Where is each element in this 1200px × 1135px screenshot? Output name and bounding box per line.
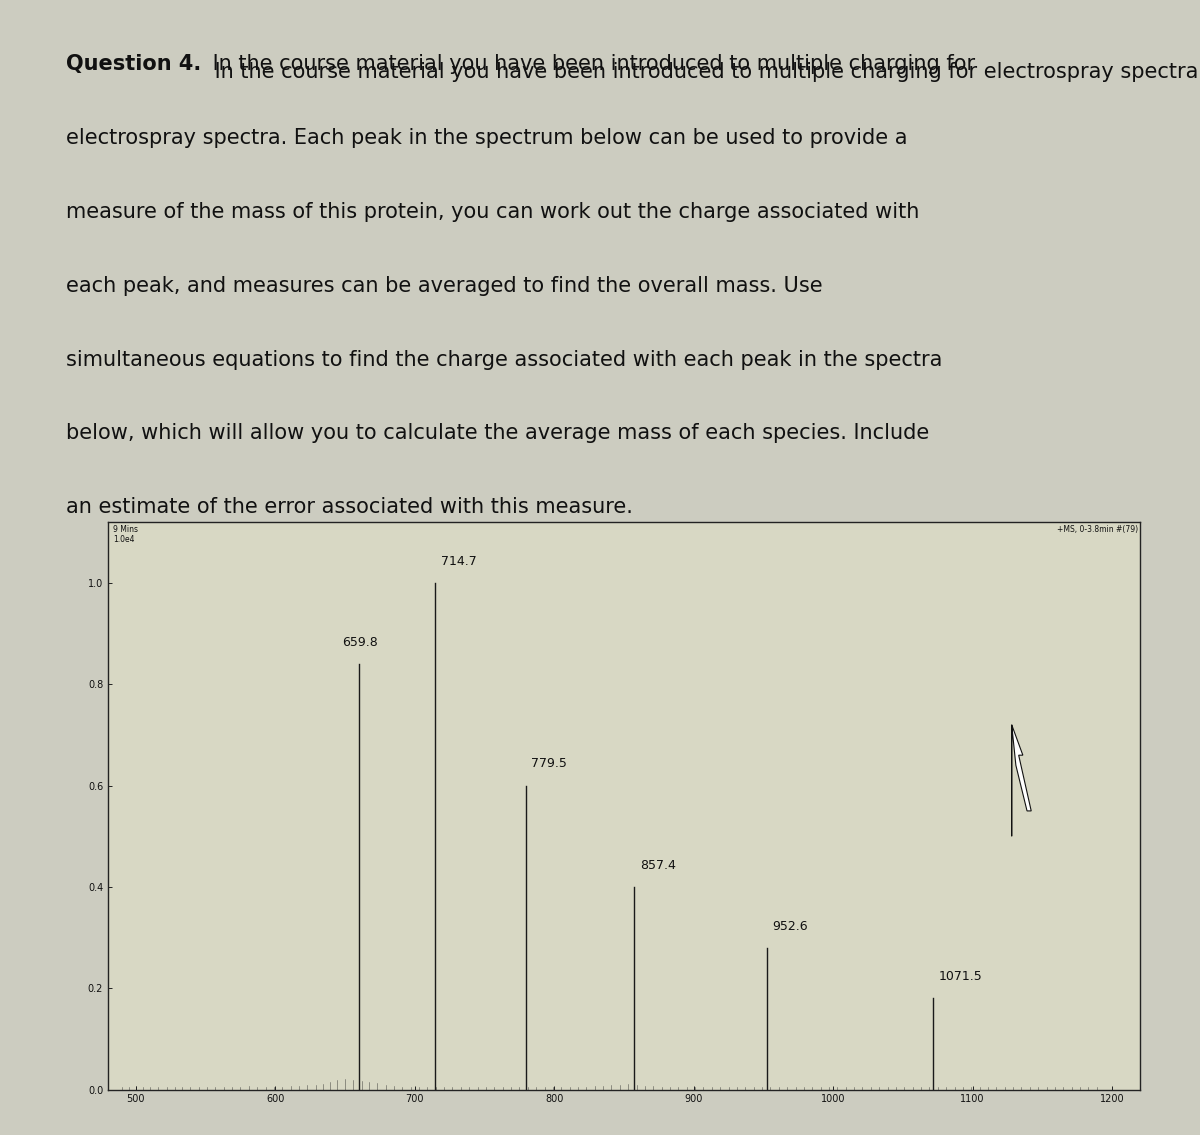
Text: simultaneous equations to find the charge associated with each peak in the spect: simultaneous equations to find the charg… xyxy=(66,350,942,370)
Text: Question 4.: Question 4. xyxy=(66,54,202,75)
Text: 9 Mins
1.0e4: 9 Mins 1.0e4 xyxy=(113,524,138,545)
Text: measure of the mass of this protein, you can work out the charge associated with: measure of the mass of this protein, you… xyxy=(66,202,919,222)
Text: 857.4: 857.4 xyxy=(640,859,676,872)
Text: 952.6: 952.6 xyxy=(773,919,809,933)
Text: 779.5: 779.5 xyxy=(532,757,568,771)
Text: 659.8: 659.8 xyxy=(342,636,378,649)
Text: electrospray spectra. Each peak in the spectrum below can be used to provide a: electrospray spectra. Each peak in the s… xyxy=(66,128,907,149)
Text: In the course material you have been introduced to multiple charging for electro: In the course material you have been int… xyxy=(208,62,1200,83)
Text: below, which will allow you to calculate the average mass of each species. Inclu: below, which will allow you to calculate… xyxy=(66,423,929,444)
Text: +MS, 0-3.8min #(79): +MS, 0-3.8min #(79) xyxy=(1057,524,1138,533)
Text: an estimate of the error associated with this measure.: an estimate of the error associated with… xyxy=(66,497,632,518)
Text: 1071.5: 1071.5 xyxy=(938,970,983,983)
Text: 714.7: 714.7 xyxy=(440,555,476,568)
Text: each peak, and measures can be averaged to find the overall mass. Use: each peak, and measures can be averaged … xyxy=(66,276,823,296)
Bar xyxy=(0,0,1200,499)
Polygon shape xyxy=(1012,725,1031,836)
Text: In the course material you have been introduced to multiple charging for: In the course material you have been int… xyxy=(206,54,976,75)
